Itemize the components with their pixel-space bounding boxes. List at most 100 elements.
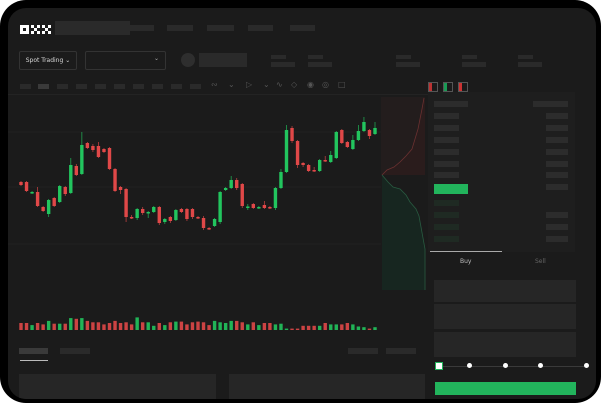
sell-tab[interactable]: Sell	[535, 258, 546, 265]
candle-body	[268, 207, 272, 209]
timeframe-button[interactable]	[114, 84, 125, 89]
timeframe-button[interactable]	[171, 84, 182, 89]
candle-body	[262, 205, 267, 208]
slider-handle[interactable]	[435, 362, 443, 370]
camera-icon[interactable]: ◉	[307, 80, 314, 89]
nav-item[interactable]	[129, 25, 154, 31]
slider-stop[interactable]	[467, 363, 472, 368]
slider-stop[interactable]	[584, 363, 589, 368]
timeframe-button[interactable]	[57, 84, 68, 89]
nav-item[interactable]	[207, 25, 234, 31]
candle-body	[340, 130, 344, 143]
candle-body	[35, 192, 40, 206]
timeframe-button[interactable]	[38, 84, 49, 89]
buy-button[interactable]	[435, 382, 576, 395]
timeframe-button[interactable]	[76, 84, 87, 89]
price-input[interactable]	[434, 280, 576, 302]
candle-body	[196, 217, 200, 219]
spot-trading-button[interactable]: Spot Trading ⌄	[19, 51, 77, 70]
timeframe-button[interactable]	[190, 84, 201, 89]
volume-bar	[135, 317, 139, 330]
candle-body	[24, 182, 29, 191]
timeframe-button[interactable]	[133, 84, 144, 89]
filter-button[interactable]	[348, 348, 378, 354]
candle-body	[80, 145, 84, 174]
candle-body	[251, 204, 256, 208]
buy-tab[interactable]: Buy	[460, 258, 472, 265]
timeframe-button[interactable]	[95, 84, 106, 89]
draw-icon[interactable]: ▷	[246, 80, 253, 89]
candle-body	[323, 160, 327, 162]
volume-bar	[223, 323, 228, 330]
orderbook-bids-icon[interactable]	[443, 82, 453, 92]
candle-body	[63, 187, 67, 194]
volume-bar	[229, 320, 233, 330]
total-input[interactable]	[434, 332, 576, 357]
chevron-down-icon[interactable]: ⌄	[228, 80, 235, 89]
orderbook-asks-icon[interactable]	[458, 82, 468, 92]
candle-body	[317, 160, 322, 171]
candle-body	[201, 218, 206, 228]
filter-button[interactable]	[386, 348, 416, 354]
volume-bar	[251, 322, 256, 330]
pair-price	[199, 53, 247, 67]
candle-body	[290, 128, 294, 141]
slider-stop[interactable]	[538, 363, 543, 368]
ask-price	[434, 149, 459, 155]
timeframe-button[interactable]	[152, 84, 163, 89]
candle-body	[118, 187, 123, 190]
volume-bar	[30, 325, 34, 330]
nav-item[interactable]	[167, 25, 193, 31]
candle-body	[85, 143, 90, 148]
volume-bar	[46, 320, 51, 330]
indicator-icon[interactable]: ∾	[211, 80, 218, 89]
volume-bar	[207, 325, 211, 330]
search-bar[interactable]	[55, 21, 130, 35]
candlestick-chart[interactable]	[8, 94, 428, 344]
volume-bar	[284, 328, 289, 330]
candle-body	[257, 207, 261, 209]
candle-body	[163, 219, 167, 222]
amount-input[interactable]	[434, 304, 576, 329]
settings-icon[interactable]: ◎	[322, 80, 329, 89]
volume-bar	[152, 325, 156, 330]
candle-body	[185, 209, 189, 219]
volume-bar	[290, 328, 294, 330]
volume-bar	[80, 318, 84, 330]
candle-body	[91, 146, 95, 150]
volume-bar	[102, 324, 106, 330]
open-orders-tab[interactable]	[19, 348, 48, 354]
orderbook-both-icon[interactable]	[428, 82, 438, 92]
pair-dropdown[interactable]: ⌄	[85, 51, 166, 70]
order-history-tab[interactable]	[60, 348, 90, 354]
timeframe-button[interactable]	[20, 84, 31, 89]
assets-panel	[229, 374, 425, 399]
candle-body	[356, 131, 361, 140]
ask-price	[434, 161, 459, 167]
leverage-slider[interactable]	[439, 366, 587, 367]
candle-body	[174, 210, 178, 220]
volume-bar	[52, 323, 56, 330]
volume-bar	[96, 322, 101, 330]
ruler-icon[interactable]: ◇	[291, 80, 298, 89]
ask-amount	[546, 137, 568, 143]
line-icon[interactable]: ∿	[276, 80, 283, 89]
ask-price	[434, 125, 459, 131]
candle-body	[58, 186, 62, 202]
volume-bar	[279, 323, 283, 330]
chevron-down-icon[interactable]: ⌄	[263, 80, 270, 89]
volume-bar	[74, 318, 79, 330]
volume-bar	[235, 320, 239, 330]
fullscreen-icon[interactable]: □	[338, 80, 346, 89]
candle-body	[157, 207, 161, 223]
volume-bar	[41, 324, 45, 330]
volume-bar	[262, 323, 267, 330]
okx-logo[interactable]	[20, 24, 60, 38]
nav-item[interactable]	[248, 25, 273, 31]
slider-stop[interactable]	[503, 363, 508, 368]
candle-body	[190, 209, 195, 217]
candle-body	[218, 192, 222, 222]
candle-body	[52, 198, 56, 206]
volume-bar	[168, 322, 173, 330]
nav-item[interactable]	[290, 25, 315, 31]
